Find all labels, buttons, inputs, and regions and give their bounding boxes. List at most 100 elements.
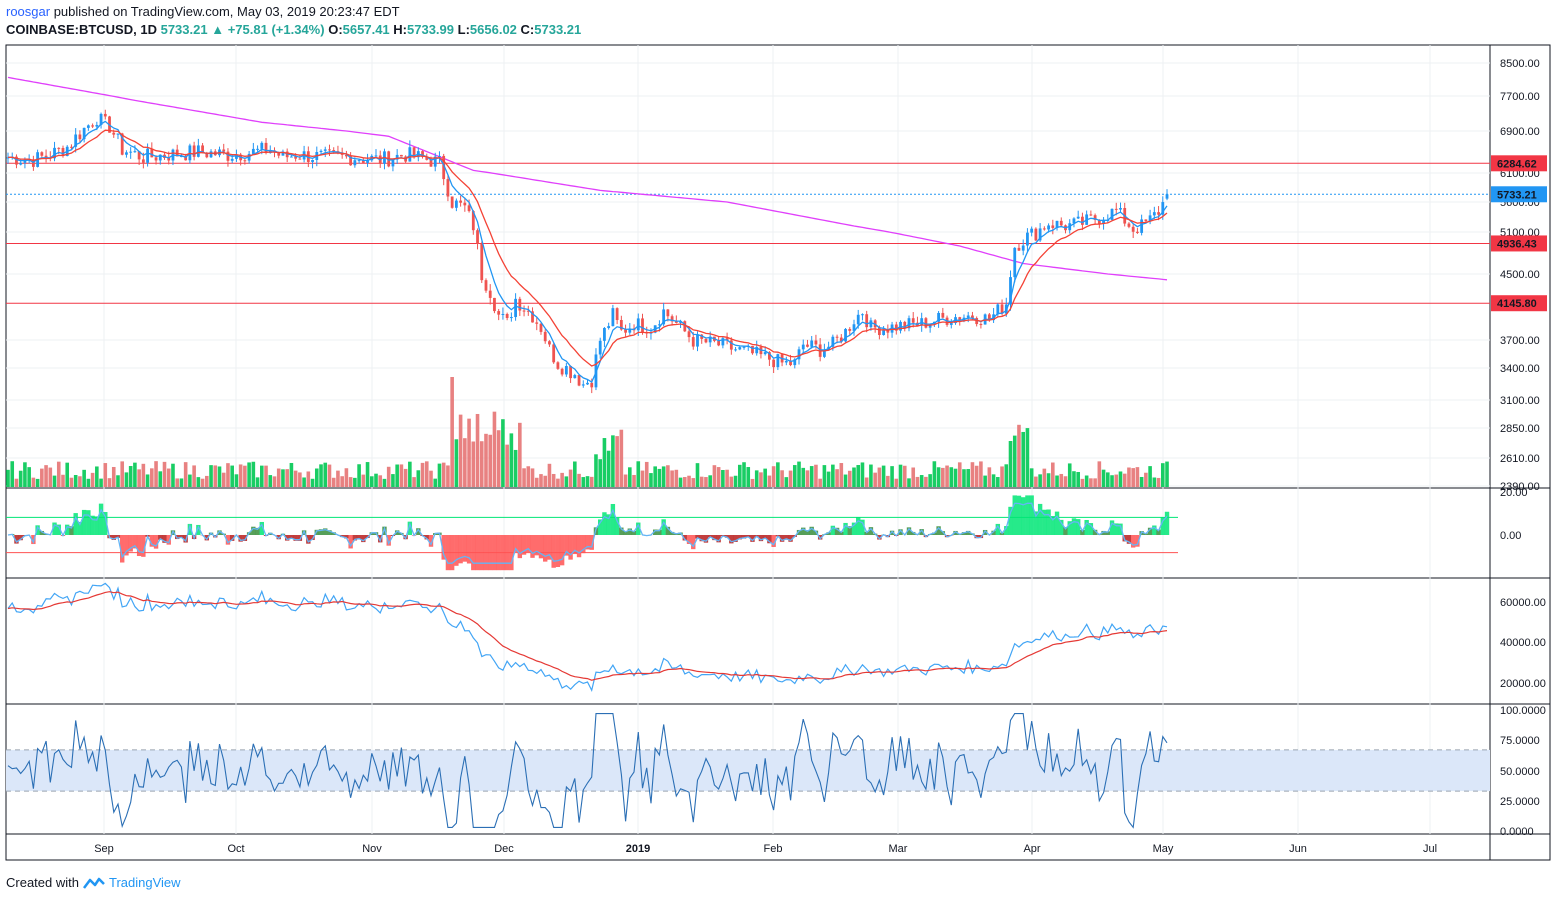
osc-bar-27 — [120, 535, 125, 563]
volume-bar-54 — [234, 474, 239, 487]
volume-bar-146 — [623, 474, 628, 487]
osc-bar-75 — [323, 528, 328, 535]
volume-bar-230 — [979, 461, 983, 487]
volume-bar-84 — [361, 474, 366, 487]
volume-bar-5 — [27, 467, 31, 487]
osc-bar-37 — [162, 535, 167, 543]
volume-bar-132 — [564, 476, 569, 487]
volume-bar-44 — [192, 465, 196, 487]
osc-bar-237 — [1008, 506, 1013, 535]
high-label: H: — [393, 22, 407, 37]
candle-body-253 — [1076, 216, 1080, 219]
osc-bar-148 — [631, 530, 637, 535]
candle-body-191 — [814, 340, 818, 345]
volume-bar-109 — [467, 418, 471, 487]
volume-bar-97 — [416, 470, 421, 487]
rsi-band-fill — [6, 749, 1490, 792]
candle-body-98 — [421, 151, 424, 157]
osc-bar-206 — [877, 535, 882, 540]
candle-body-115 — [493, 297, 496, 312]
osc-bar-274 — [1164, 511, 1170, 535]
osc-bar-241 — [1025, 495, 1030, 535]
candle-body-23 — [103, 113, 107, 117]
candle-body-51 — [222, 149, 226, 152]
candle-body-110 — [471, 211, 475, 231]
osc-bar-35 — [153, 535, 159, 549]
symbol-name[interactable]: COINBASE:BTCUSD, 1D — [6, 22, 157, 37]
price-change: +75.81 (+1.34%) — [227, 22, 325, 37]
osc-bar-34 — [149, 535, 155, 547]
sma-long-line — [7, 76, 1168, 281]
candle-body-272 — [1157, 212, 1160, 215]
volume-bar-219 — [932, 461, 937, 487]
osc-bar-22 — [98, 503, 104, 535]
candle-body-258 — [1097, 219, 1101, 224]
created-with-text: Created with — [6, 875, 79, 890]
volume-bar-214 — [911, 467, 916, 487]
volume-bar-57 — [247, 462, 251, 487]
candle-body-242 — [1030, 228, 1034, 233]
candle-body-164 — [700, 334, 704, 339]
volume-bar-83 — [357, 464, 361, 487]
volume-bar-63 — [272, 476, 277, 487]
volume-bar-23 — [103, 463, 108, 487]
candle-body-268 — [1140, 219, 1144, 233]
candle-body-118 — [505, 313, 509, 318]
osc-bar-20 — [90, 515, 95, 535]
candle-body-180 — [768, 352, 771, 360]
osc-bar-190 — [809, 526, 814, 535]
horizontal-levels[interactable] — [6, 162, 1490, 304]
volume-bar-69 — [298, 472, 302, 487]
volume-bar-169 — [721, 470, 725, 487]
x-tick-label-8: May — [1153, 843, 1174, 855]
osc-bar-74 — [318, 529, 324, 535]
sma-long-path — [7, 76, 1168, 281]
osc-bar-238 — [1012, 495, 1017, 535]
volume-bar-90 — [386, 466, 391, 487]
candle-body-157 — [670, 316, 674, 322]
osc-bar-3 — [18, 535, 23, 541]
volume-bar-150 — [640, 470, 645, 487]
candle-body-36 — [158, 154, 162, 161]
volume-bar-249 — [1059, 473, 1064, 487]
candle-body-32 — [141, 159, 145, 163]
candle-body-163 — [696, 334, 699, 347]
volume-bar-198 — [843, 474, 848, 487]
osc-bar-271 — [1152, 525, 1157, 535]
candle-body-54 — [235, 154, 238, 159]
tradingview-brand[interactable]: TradingView — [108, 875, 181, 890]
osc-bar-99 — [424, 535, 429, 540]
volume-bar-60 — [260, 465, 264, 487]
volume-bar-21 — [95, 466, 99, 487]
ema-lines — [7, 120, 1168, 384]
volume-bar-224 — [953, 468, 958, 487]
candle-body-214 — [911, 318, 915, 323]
candle-body-11 — [53, 147, 56, 159]
volume-bar-240 — [1021, 431, 1025, 487]
osc-bar-66 — [284, 535, 290, 541]
volume-bar-274 — [1165, 461, 1169, 487]
volume-bar-2 — [14, 478, 19, 487]
osc-bar-140 — [598, 519, 603, 535]
osc-bar-173 — [737, 535, 742, 540]
author-name[interactable]: roosgar — [6, 4, 51, 19]
osc-bar-202 — [860, 519, 865, 535]
volume-bar-81 — [348, 477, 353, 487]
volume-bar-16 — [73, 475, 78, 487]
volume-bar-222 — [945, 465, 949, 487]
osc-bar-14 — [65, 524, 70, 535]
osc-bar-183 — [779, 535, 785, 542]
volume-bar-86 — [369, 476, 374, 487]
volume-bar-153 — [653, 466, 657, 487]
volume-bar-40 — [175, 478, 179, 487]
volume-bar-273 — [1160, 463, 1165, 487]
osc-bar-244 — [1037, 503, 1043, 535]
volume-bar-128 — [547, 463, 552, 487]
volume-bar-207 — [881, 465, 886, 487]
footer: Created with TradingView — [6, 875, 181, 890]
close-value: 5733.21 — [534, 22, 582, 37]
volume-bar-152 — [649, 473, 653, 487]
candle-body-104 — [446, 179, 450, 197]
osc-bar-142 — [606, 514, 611, 535]
